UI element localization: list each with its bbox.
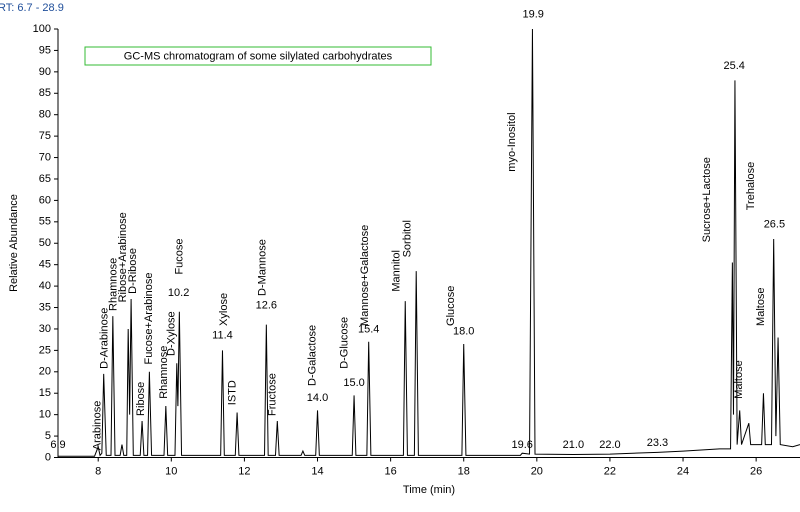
peak-rt-label: 23.3 [647, 437, 668, 449]
compound-label: Fructose [266, 373, 278, 416]
y-tick-label: 30 [39, 323, 51, 335]
rt-range: RT: 6.7 - 28.9 [0, 2, 64, 14]
compound-label: Maltose [733, 360, 745, 399]
y-tick-label: 5 [45, 430, 51, 442]
peak-rt-label: 11.4 [212, 330, 233, 342]
peak-rt-label: 21.0 [563, 439, 584, 451]
compound-label: Arabinose [91, 401, 103, 451]
x-tick-label: 16 [384, 465, 396, 477]
compound-label: Ribose [135, 382, 147, 416]
y-tick-label: 45 [39, 259, 51, 271]
peak-rt-label: 12.6 [256, 300, 277, 312]
peak-rt-label: 14.0 [307, 392, 328, 404]
y-tick-label: 95 [39, 44, 51, 56]
y-tick-label: 10 [39, 409, 51, 421]
compound-label: myo-Inositol [506, 112, 518, 171]
y-tick-label: 60 [39, 194, 51, 206]
compound-label: Sorbitol [401, 220, 413, 257]
peak-rt-label: 25.4 [723, 60, 744, 72]
y-tick-label: 50 [39, 237, 51, 249]
x-tick-label: 26 [750, 465, 762, 477]
y-tick-label: 35 [39, 301, 51, 313]
compound-label: Rhamnose [107, 258, 119, 311]
compound-label: Rhamnose [158, 346, 170, 399]
compound-label: D-Ribose [127, 248, 139, 294]
x-tick-label: 14 [311, 465, 323, 477]
peak-rt-label: 26.5 [764, 218, 785, 230]
y-tick-label: 15 [39, 387, 51, 399]
x-tick-label: 12 [238, 465, 250, 477]
compound-label: Fucose [174, 238, 186, 274]
peak-rt-label: 15.4 [358, 323, 379, 335]
peak-rt-label: 19.6 [511, 439, 532, 451]
compound-label: Mannose+Galactose [359, 225, 371, 326]
compound-label: Fucose+Arabinose [143, 272, 155, 364]
compound-label: Trehalose [745, 162, 757, 211]
x-axis-label: Time (min) [403, 484, 455, 496]
compound-label: Maltose [755, 287, 767, 326]
chromatogram-trace [58, 28, 800, 457]
peak-rt-label: 19.9 [522, 8, 543, 20]
peak-rt-label: 10.2 [168, 287, 189, 299]
y-tick-label: 100 [33, 23, 51, 35]
compound-label: ISTD [227, 380, 239, 405]
compound-label: Xylose [218, 293, 230, 326]
title-box [84, 46, 432, 66]
y-tick-label: 90 [39, 66, 51, 78]
y-tick-label: 80 [39, 109, 51, 121]
x-tick-label: 10 [165, 465, 177, 477]
compound-label: Mannitol [390, 250, 402, 292]
compound-label: D-Arabinose [98, 308, 110, 369]
y-tick-label: 85 [39, 87, 51, 99]
y-tick-label: 75 [39, 130, 51, 142]
peak-rt-label: 15.0 [343, 377, 364, 389]
y-tick-label: 25 [39, 344, 51, 356]
peak-rt-label: 22.0 [599, 439, 620, 451]
y-tick-label: 0 [45, 451, 51, 463]
x-tick-label: 20 [531, 465, 543, 477]
x-tick-label: 8 [95, 465, 101, 477]
compound-label: Sucrose+Lactose [701, 157, 713, 242]
y-tick-label: 20 [39, 366, 51, 378]
y-tick-label: 55 [39, 216, 51, 228]
compound-label: D-Mannose [257, 239, 269, 296]
x-tick-label: 18 [458, 465, 470, 477]
compound-label: Ribose+Arabinose [117, 212, 129, 302]
y-tick-label: 40 [39, 280, 51, 292]
y-tick-label: 65 [39, 173, 51, 185]
peak-rt-label: 6.9 [50, 439, 65, 451]
peak-rt-label: 18.0 [453, 325, 474, 337]
y-axis-label: Relative Abundance [8, 194, 20, 292]
compound-label: D-Xylose [166, 311, 178, 356]
x-tick-label: 22 [604, 465, 616, 477]
compound-label: D-Galactose [307, 325, 319, 386]
compound-label: Glucose [445, 286, 457, 326]
x-tick-label: 24 [677, 465, 689, 477]
compound-label: D-Glucose [338, 317, 350, 369]
chart-title: GC-MS chromatogram of some silylated car… [124, 50, 393, 62]
y-tick-label: 70 [39, 151, 51, 163]
